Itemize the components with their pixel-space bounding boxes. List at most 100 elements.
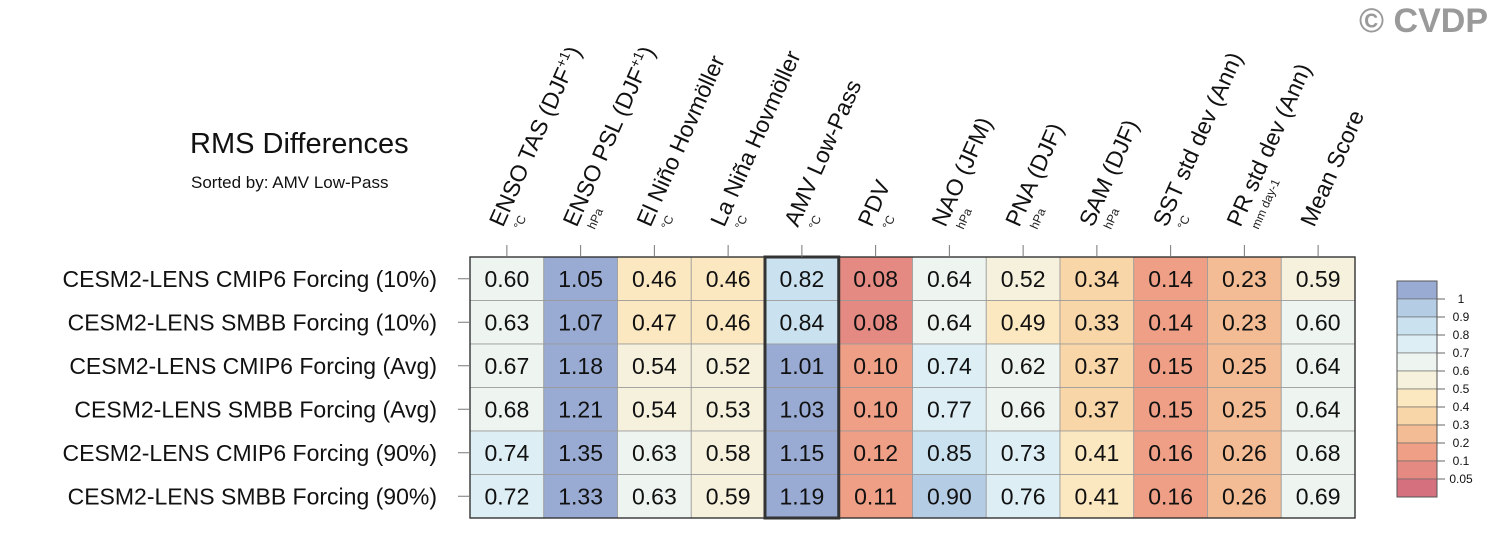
column-unit: °C bbox=[511, 213, 529, 231]
cell-value: 0.10 bbox=[853, 353, 898, 379]
cell-value: 0.08 bbox=[853, 309, 898, 335]
cell-value: 0.64 bbox=[927, 266, 972, 292]
heatmap-cell bbox=[543, 256, 618, 301]
row-label: CESM2-LENS SMBB Forcing (10%) bbox=[68, 309, 437, 335]
column-unit: °C bbox=[1175, 213, 1193, 231]
colorbar-label: 1 bbox=[1458, 292, 1465, 306]
row-label: CESM2-LENS SMBB Forcing (90%) bbox=[68, 483, 437, 509]
colorbar-swatch bbox=[1396, 478, 1438, 498]
heatmap-cell bbox=[1207, 474, 1282, 519]
heatmap-cell bbox=[469, 343, 545, 388]
cell-value: 0.25 bbox=[1222, 396, 1267, 422]
cell-value: 1.03 bbox=[779, 396, 824, 422]
cell-value: 0.49 bbox=[1001, 309, 1046, 335]
colorbar-swatch bbox=[1396, 388, 1438, 408]
colorbar-label: 0.5 bbox=[1453, 382, 1470, 396]
cell-value: 0.47 bbox=[632, 309, 677, 335]
cell-value: 0.16 bbox=[1148, 483, 1193, 509]
cell-value: 0.08 bbox=[853, 266, 898, 292]
heatmap-cell bbox=[985, 256, 1061, 301]
column-unit: °C bbox=[658, 213, 676, 231]
row-label: CESM2-LENS CMIP6 Forcing (10%) bbox=[63, 266, 438, 292]
cell-value: 0.64 bbox=[1296, 396, 1341, 422]
cell-value: 0.23 bbox=[1222, 266, 1267, 292]
cell-value: 0.26 bbox=[1222, 440, 1267, 466]
heatmap-cell bbox=[838, 387, 913, 432]
cell-value: 0.63 bbox=[632, 440, 677, 466]
heatmap-cell bbox=[1280, 256, 1356, 301]
cell-value: 1.33 bbox=[558, 483, 603, 509]
colorbar-label: 0.05 bbox=[1449, 472, 1473, 486]
colorbar-swatch bbox=[1396, 442, 1438, 462]
heatmap-cell bbox=[469, 474, 545, 519]
cell-value: 0.68 bbox=[484, 396, 529, 422]
heatmap-cell bbox=[912, 474, 987, 519]
cell-value: 0.74 bbox=[484, 440, 529, 466]
row-label: CESM2-LENS CMIP6 Forcing (Avg) bbox=[69, 353, 437, 379]
cell-value: 1.15 bbox=[779, 440, 824, 466]
colorbar-swatch bbox=[1396, 460, 1438, 480]
heatmap-cell bbox=[690, 430, 766, 475]
colorbar-label: 0.4 bbox=[1453, 400, 1470, 414]
colorbar-label: 0.8 bbox=[1453, 328, 1470, 342]
colorbar-swatch bbox=[1396, 334, 1438, 354]
cell-value: 0.69 bbox=[1296, 483, 1341, 509]
row-label: CESM2-LENS SMBB Forcing (Avg) bbox=[74, 396, 437, 422]
heatmap-cell bbox=[617, 343, 692, 388]
heatmap-cell bbox=[1280, 430, 1356, 475]
cell-value: 1.18 bbox=[558, 353, 603, 379]
cell-value: 0.23 bbox=[1222, 309, 1267, 335]
heatmap-cell bbox=[1133, 430, 1208, 475]
cell-value: 0.63 bbox=[632, 483, 677, 509]
cell-value: 0.11 bbox=[854, 483, 897, 509]
cell-value: 1.19 bbox=[779, 483, 824, 509]
heatmap-cell bbox=[838, 430, 913, 475]
heatmap-cell bbox=[912, 300, 987, 345]
colorbar-label: 0.7 bbox=[1453, 346, 1470, 360]
colorbar-swatch bbox=[1396, 298, 1438, 318]
cell-value: 0.76 bbox=[1001, 483, 1046, 509]
cell-value: 0.14 bbox=[1148, 309, 1193, 335]
cell-value: 0.26 bbox=[1222, 483, 1267, 509]
heatmap-cell bbox=[1207, 387, 1282, 432]
heatmap-cell bbox=[912, 387, 987, 432]
column-unit: °C bbox=[732, 213, 750, 231]
heatmap-cell bbox=[838, 343, 913, 388]
colorbar-label: 0.9 bbox=[1453, 310, 1470, 324]
colorbar-swatch bbox=[1396, 352, 1438, 372]
heatmap-cell bbox=[543, 387, 618, 432]
column-unit: °C bbox=[806, 213, 824, 231]
cell-value: 0.52 bbox=[1001, 266, 1046, 292]
cell-value: 0.14 bbox=[1148, 266, 1193, 292]
colorbar-label: 0.3 bbox=[1453, 418, 1470, 432]
heatmap-cell bbox=[1059, 474, 1135, 519]
colorbar-label: 0.2 bbox=[1453, 436, 1470, 450]
row-label: CESM2-LENS CMIP6 Forcing (90%) bbox=[63, 440, 438, 466]
cell-value: 0.46 bbox=[632, 266, 677, 292]
colorbar-label: 0.6 bbox=[1453, 364, 1470, 378]
heatmap-cell bbox=[469, 300, 545, 345]
heatmap-cell bbox=[469, 387, 545, 432]
cell-value: 0.72 bbox=[484, 483, 529, 509]
column-label: Mean Score bbox=[1295, 106, 1369, 230]
cell-value: 0.25 bbox=[1222, 353, 1267, 379]
cell-value: 0.53 bbox=[706, 396, 751, 422]
heatmap-cell bbox=[838, 474, 913, 519]
heatmap-cell bbox=[617, 387, 692, 432]
cell-value: 0.15 bbox=[1148, 353, 1193, 379]
cell-value: 0.64 bbox=[1296, 353, 1341, 379]
cell-value: 1.21 bbox=[558, 396, 603, 422]
cell-value: 0.41 bbox=[1074, 483, 1119, 509]
heatmap-cell bbox=[690, 343, 766, 388]
heatmap-cell bbox=[690, 474, 766, 519]
cell-value: 0.12 bbox=[853, 440, 898, 466]
heatmap-cell bbox=[764, 387, 840, 432]
cell-value: 0.54 bbox=[632, 396, 677, 422]
cell-value: 0.84 bbox=[779, 309, 824, 335]
cell-value: 0.66 bbox=[1001, 396, 1046, 422]
copyright-mark: © CVDP bbox=[1359, 2, 1488, 40]
heatmap-cell bbox=[1207, 256, 1282, 301]
cell-value: 0.67 bbox=[484, 353, 529, 379]
cell-value: 1.05 bbox=[558, 266, 603, 292]
